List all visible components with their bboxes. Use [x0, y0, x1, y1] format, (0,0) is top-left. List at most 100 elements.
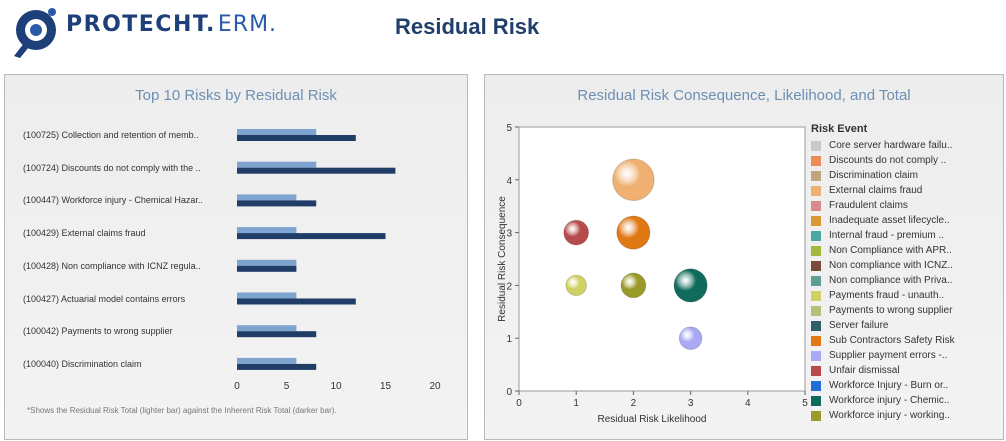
logo-brand: PROTECHT.: [66, 12, 216, 37]
bar-category-label: (100725) Collection and retention of mem…: [23, 130, 199, 140]
bar-category-label: (100040) Discrimination claim: [23, 358, 142, 369]
bar-chart-footnote: *Shows the Residual Risk Total (lighter …: [27, 406, 337, 415]
legend-swatch: [811, 260, 821, 271]
residual-risk-bar[interactable]: [237, 161, 317, 168]
legend-item[interactable]: Workforce injury - working..: [811, 408, 997, 423]
inherent-risk-bar[interactable]: [237, 331, 317, 338]
legend-swatch: [811, 350, 821, 361]
x-tick-label: 3: [688, 398, 694, 409]
bubble-chart-title: Residual Risk Consequence, Likelihood, a…: [577, 87, 911, 104]
bar-category-label: (100429) External claims fraud: [23, 228, 146, 239]
risk-bubble[interactable]: [620, 272, 647, 299]
inherent-risk-bar[interactable]: [237, 233, 386, 240]
risk-bubble[interactable]: [673, 268, 708, 303]
legend-label: Non Compliance with APR..: [829, 245, 952, 256]
legend-item[interactable]: Server failure: [811, 318, 997, 333]
risk-bubble[interactable]: [616, 215, 651, 250]
bubble-chart: 0 1 2 3 4 5 0 1 2 3 4 5 Residual Risk Likelihood Resi…: [497, 123, 808, 425]
legend-item[interactable]: Core server hardware failu..: [811, 138, 997, 153]
risk-bubble[interactable]: [565, 274, 587, 297]
inherent-risk-bar[interactable]: [237, 167, 396, 174]
legend-label: Supplier payment errors -..: [829, 350, 948, 361]
inherent-risk-bar[interactable]: [237, 298, 356, 305]
legend-swatch: [811, 335, 821, 346]
legend-item[interactable]: Non Compliance with APR..: [811, 243, 997, 258]
risk-bubble[interactable]: [563, 219, 590, 246]
legend-item[interactable]: Workforce injury - Chemic..: [811, 393, 997, 408]
legend-item[interactable]: Payments fraud - unauth..: [811, 288, 997, 303]
bar-category-label: (100447) Workforce injury - Chemical Haz…: [23, 195, 203, 206]
legend-item[interactable]: External claims fraud: [811, 183, 997, 198]
legend-swatch: [811, 410, 821, 421]
x-tick-label: 5: [802, 398, 808, 409]
bar-x-tick-label: 0: [234, 381, 240, 392]
legend-label: Discounts do not comply ..: [829, 155, 947, 166]
legend-item[interactable]: Discounts do not comply ..: [811, 153, 997, 168]
legend-swatch: [811, 155, 821, 166]
x-tick-label: 4: [745, 398, 751, 409]
residual-risk-bar[interactable]: [237, 259, 297, 266]
residual-risk-bar[interactable]: [237, 194, 297, 201]
risk-event-legend: Risk Event Core server hardware failu.. D…: [811, 123, 997, 423]
bar-x-tick-label: 5: [283, 381, 290, 392]
legend-label: Payments fraud - unauth..: [829, 290, 945, 301]
legend-swatch: [811, 230, 821, 241]
legend-label: Payments to wrong supplier: [829, 305, 953, 316]
legend-item[interactable]: Unfair dismissal: [811, 363, 997, 378]
bar-x-tick-label: 10: [330, 381, 342, 392]
y-tick-label: 4: [506, 176, 512, 187]
logo-suffix: ERM.: [217, 12, 278, 37]
inherent-risk-bar[interactable]: [237, 265, 297, 272]
legend-item[interactable]: Payments to wrong supplier: [811, 303, 997, 318]
bar-chart-title: Top 10 Risks by Residual Risk: [135, 87, 337, 104]
legend-swatch: [811, 140, 821, 151]
bar-category-label: (100724) Discounts do not comply with th…: [23, 162, 201, 173]
y-tick-label: 0: [506, 387, 512, 398]
legend-label: Unfair dismissal: [829, 365, 900, 376]
y-tick-label: 3: [506, 229, 512, 240]
legend-item[interactable]: Workforce Injury - Burn or..: [811, 378, 997, 393]
legend-item[interactable]: Non compliance with ICNZ..: [811, 258, 997, 273]
y-axis-title: Residual Risk Consequence: [497, 196, 508, 322]
legend-swatch: [811, 185, 821, 196]
inherent-risk-bar[interactable]: [237, 363, 317, 370]
legend-swatch: [811, 290, 821, 301]
legend-label: Non compliance with ICNZ..: [829, 260, 953, 271]
inherent-risk-bar[interactable]: [237, 200, 317, 207]
header: PROTECHT.ERM. Residual Risk: [0, 0, 1006, 62]
top-risks-panel: Top 10 Risks by Residual Risk (100725) C…: [4, 74, 468, 440]
consequence-likelihood-panel: Residual Risk Consequence, Likelihood, a…: [484, 74, 1004, 440]
legend-swatch: [811, 395, 821, 406]
risk-bubble[interactable]: [678, 326, 703, 351]
legend-swatch: [811, 320, 821, 331]
legend-swatch: [811, 170, 821, 181]
legend-swatch: [811, 305, 821, 316]
residual-risk-bar[interactable]: [237, 129, 317, 135]
inherent-risk-bar[interactable]: [237, 135, 356, 141]
legend-item[interactable]: Inadequate asset lifecycle..: [811, 213, 997, 228]
x-axis-title: Residual Risk Likelihood: [598, 414, 707, 425]
y-tick-label: 1: [506, 334, 512, 345]
legend-item[interactable]: Supplier payment errors -..: [811, 348, 997, 363]
plot-area: [518, 126, 806, 392]
legend-swatch: [811, 215, 821, 226]
legend-swatch: [811, 275, 821, 286]
legend-item[interactable]: Internal fraud - premium ..: [811, 228, 997, 243]
residual-risk-bar[interactable]: [237, 325, 297, 332]
residual-risk-bar[interactable]: [237, 227, 297, 234]
risk-bubble[interactable]: [612, 158, 655, 202]
legend-item[interactable]: Non compliance with Priva..: [811, 273, 997, 288]
legend-label: Workforce Injury - Burn or..: [829, 380, 949, 391]
legend-item[interactable]: Discrimination claim: [811, 168, 997, 183]
residual-risk-bar[interactable]: [237, 292, 297, 299]
legend-swatch: [811, 365, 821, 376]
residual-risk-bar[interactable]: [237, 357, 297, 364]
x-tick-label: 1: [573, 398, 579, 409]
legend-item[interactable]: Fraudulent claims: [811, 198, 997, 213]
legend-label: Discrimination claim: [829, 170, 918, 181]
bar-x-tick-label: 15: [379, 381, 392, 392]
x-tick-label: 0: [516, 398, 522, 409]
y-tick-label: 2: [506, 281, 512, 292]
legend-item[interactable]: Sub Contractors Safety Risk: [811, 333, 997, 348]
legend-swatch: [811, 380, 821, 391]
